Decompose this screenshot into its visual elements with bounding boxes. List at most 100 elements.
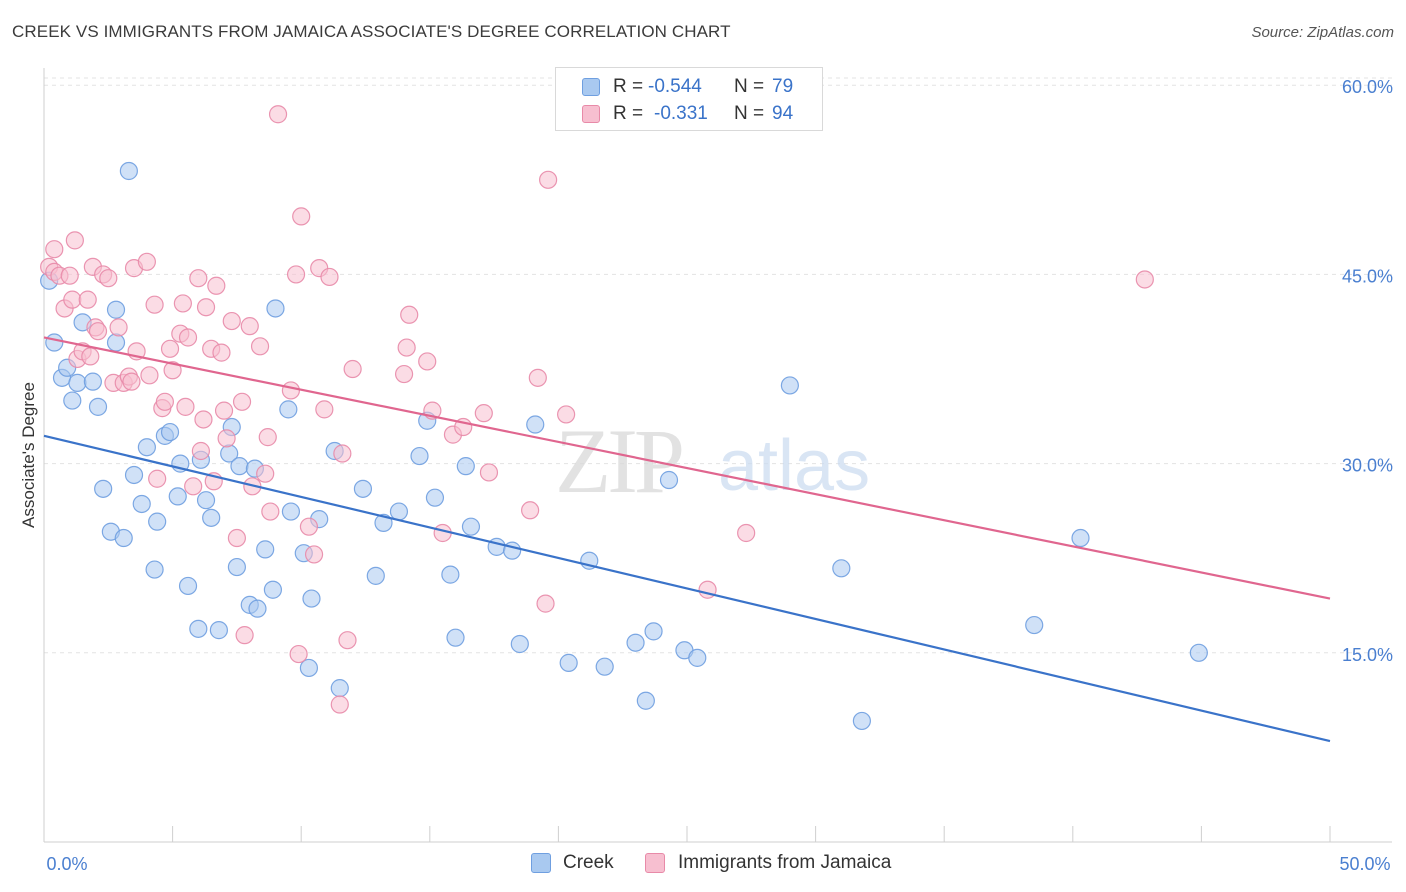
gridlines bbox=[44, 77, 1392, 654]
x-tick-label-max: 50.0% bbox=[1339, 854, 1390, 874]
data-point bbox=[1025, 615, 1044, 635]
data-point bbox=[474, 404, 493, 423]
y-tick-label: 30.0% bbox=[1342, 456, 1393, 476]
data-point bbox=[140, 366, 159, 385]
data-point bbox=[268, 105, 288, 124]
data-point bbox=[852, 711, 871, 731]
data-point bbox=[266, 299, 285, 318]
data-point bbox=[528, 368, 547, 387]
data-point bbox=[78, 290, 97, 309]
data-point bbox=[636, 691, 655, 710]
data-point bbox=[230, 457, 249, 476]
data-point bbox=[521, 501, 540, 520]
data-point bbox=[189, 619, 208, 638]
data-point bbox=[163, 361, 182, 380]
data-point bbox=[595, 657, 614, 676]
legend-n-label: N = bbox=[734, 103, 765, 124]
data-point bbox=[124, 465, 144, 485]
legend-swatch-jamaica bbox=[582, 105, 600, 123]
data-point bbox=[286, 265, 306, 284]
legend-r-label: R = bbox=[613, 76, 644, 97]
data-point bbox=[397, 338, 416, 357]
data-point bbox=[302, 589, 321, 608]
data-point bbox=[737, 523, 756, 543]
series-swatch-jamaica bbox=[645, 853, 665, 873]
legend-n-label: N = bbox=[734, 76, 765, 97]
data-point bbox=[261, 502, 280, 521]
y-tick-label: 15.0% bbox=[1342, 645, 1393, 665]
tick-labels: 15.0% 30.0% 45.0% 60.0% 0.0% 50.0% bbox=[46, 77, 1393, 874]
data-point bbox=[333, 444, 352, 463]
data-point bbox=[281, 502, 301, 521]
series-swatch-creek bbox=[531, 853, 551, 873]
data-point bbox=[394, 364, 414, 384]
data-point bbox=[304, 545, 324, 564]
data-point bbox=[441, 565, 460, 584]
data-point bbox=[106, 300, 126, 319]
data-point bbox=[227, 557, 246, 577]
data-point bbox=[45, 240, 64, 259]
data-point bbox=[45, 333, 64, 352]
data-point bbox=[106, 333, 126, 352]
data-point bbox=[212, 343, 231, 362]
data-point bbox=[256, 464, 275, 483]
data-point bbox=[832, 559, 851, 578]
data-point bbox=[279, 400, 298, 419]
data-point bbox=[780, 376, 799, 395]
data-point bbox=[160, 339, 180, 358]
data-point bbox=[374, 513, 393, 532]
legend-r-value-creek: -0.544 bbox=[648, 76, 702, 97]
data-point bbox=[389, 502, 409, 521]
series-points-jamaica bbox=[40, 105, 1154, 714]
watermark: ZIP atlas bbox=[555, 410, 870, 512]
source-label: Source: ZipAtlas.com bbox=[1251, 24, 1394, 41]
data-point bbox=[191, 441, 210, 461]
data-point bbox=[176, 397, 195, 416]
data-point bbox=[299, 658, 319, 678]
legend-row-jamaica: R = -0.331 N = 94 bbox=[556, 99, 822, 129]
data-point bbox=[209, 621, 228, 640]
legend-r-label: R = bbox=[613, 103, 644, 124]
data-point bbox=[168, 487, 187, 506]
data-point bbox=[281, 381, 301, 400]
data-point bbox=[217, 429, 236, 448]
data-point bbox=[626, 633, 645, 652]
data-point bbox=[194, 410, 213, 429]
data-point bbox=[258, 428, 277, 447]
data-point bbox=[99, 269, 118, 288]
data-point bbox=[479, 463, 499, 482]
data-point bbox=[222, 311, 241, 331]
data-point bbox=[299, 517, 319, 536]
data-point bbox=[536, 594, 555, 613]
data-point bbox=[114, 528, 133, 548]
legend-n-value-creek: 79 bbox=[772, 76, 794, 97]
trend-lines bbox=[43, 336, 1331, 743]
data-point bbox=[83, 372, 102, 391]
watermark-zip: ZIP bbox=[555, 410, 682, 512]
series-label-jamaica: Immigrants from Jamaica bbox=[678, 852, 892, 873]
data-point bbox=[145, 295, 164, 314]
legend-r-value-jamaica: -0.331 bbox=[654, 103, 708, 124]
data-point bbox=[410, 446, 429, 466]
chart-title: CREEK VS IMMIGRANTS FROM JAMAICA ASSOCIA… bbox=[12, 22, 731, 41]
data-point bbox=[178, 328, 198, 347]
data-point bbox=[539, 170, 558, 189]
data-point bbox=[148, 512, 167, 531]
data-point bbox=[189, 269, 208, 288]
data-point bbox=[400, 305, 419, 324]
data-point bbox=[1135, 270, 1154, 289]
data-point bbox=[196, 491, 216, 510]
series-label-creek: Creek bbox=[563, 852, 614, 873]
data-point bbox=[145, 560, 164, 579]
data-point bbox=[178, 576, 198, 596]
watermark-atlas: atlas bbox=[718, 426, 870, 506]
data-point bbox=[132, 494, 151, 514]
data-point bbox=[81, 347, 100, 366]
data-point bbox=[659, 470, 679, 490]
data-point bbox=[137, 252, 156, 271]
data-point bbox=[263, 580, 283, 599]
legend-row-creek: R = -0.544 N = 79 bbox=[556, 72, 822, 102]
data-point bbox=[292, 207, 311, 226]
data-point bbox=[155, 392, 174, 411]
data-point bbox=[60, 266, 79, 285]
